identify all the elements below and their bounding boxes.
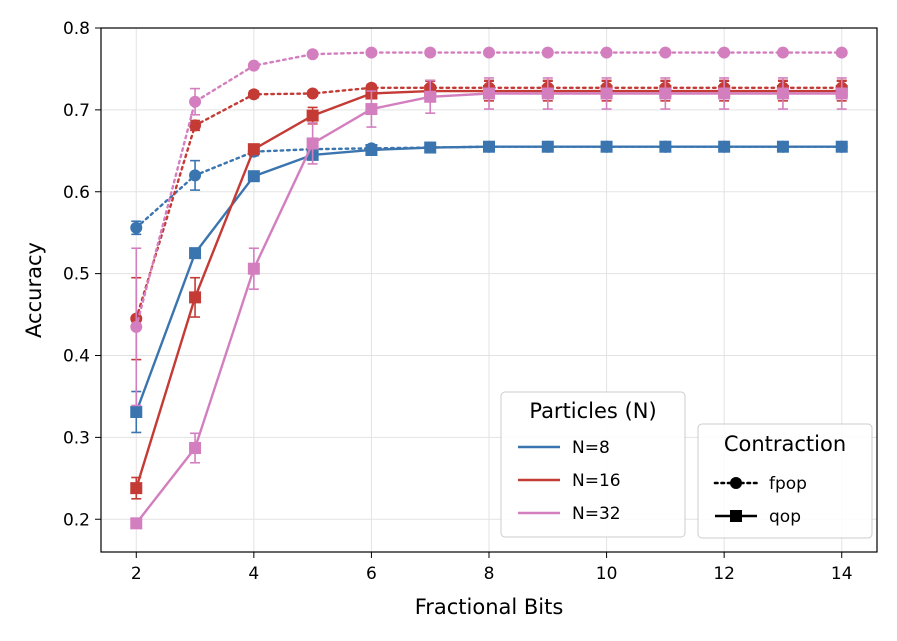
data-point	[130, 221, 143, 234]
data-point	[835, 140, 848, 153]
data-point	[130, 517, 143, 530]
legend-label: fpop	[769, 474, 807, 494]
y-tick-label: 0.5	[63, 265, 90, 285]
y-tick-label: 0.8	[63, 19, 90, 39]
data-point	[424, 141, 437, 154]
data-point	[835, 46, 848, 59]
data-point	[306, 87, 319, 100]
series-n32-fpop	[130, 46, 848, 407]
legend-particles-entries: N=8 N=16 N=32	[518, 438, 621, 524]
data-point	[306, 109, 319, 122]
legend-entry-n8: N=8	[518, 438, 610, 458]
data-point	[365, 46, 378, 59]
series-layer	[130, 46, 848, 530]
data-point	[189, 119, 202, 132]
data-point	[306, 48, 319, 61]
data-point	[659, 46, 672, 59]
data-point	[835, 87, 848, 100]
legend-particles-frame	[500, 391, 686, 538]
legend-contraction-entries: fpop qop	[713, 474, 807, 527]
x-tick-label: 12	[713, 564, 735, 584]
data-point	[189, 291, 202, 304]
data-point	[541, 87, 554, 100]
data-point	[189, 247, 202, 260]
data-point	[659, 87, 672, 100]
data-point	[247, 170, 260, 183]
x-tick-label: 8	[484, 564, 495, 584]
legend-contraction-title: Contraction	[724, 432, 846, 456]
data-point	[776, 140, 789, 153]
y-tick-label: 0.2	[63, 510, 90, 530]
legend-label: qop	[769, 507, 801, 527]
data-point	[776, 46, 789, 59]
x-tick-label: 10	[596, 564, 618, 584]
data-point	[483, 46, 495, 59]
data-point	[483, 140, 495, 153]
data-point	[718, 140, 731, 153]
legend-particles-title: Particles (N)	[529, 399, 656, 423]
data-point	[306, 137, 319, 150]
legend-label: N=16	[572, 471, 621, 491]
y-axis-label: Accuracy	[22, 242, 46, 338]
x-tick-label: 6	[366, 564, 377, 584]
legend-entry-n32: N=32	[518, 504, 621, 524]
data-point	[776, 87, 789, 100]
y-tick-label: 0.3	[63, 428, 90, 448]
data-point	[541, 46, 554, 59]
data-point	[483, 87, 495, 100]
data-point	[189, 442, 202, 455]
x-tick-label: 4	[248, 564, 259, 584]
data-point	[600, 46, 613, 59]
data-point	[247, 262, 260, 275]
x-tick-label: 2	[131, 564, 142, 584]
data-point	[718, 46, 731, 59]
legend-contraction: Contraction fpop qop	[697, 423, 873, 539]
series-n32-qop	[130, 77, 848, 530]
data-point	[600, 140, 613, 153]
data-point	[718, 87, 731, 100]
data-point	[600, 87, 613, 100]
data-point	[130, 320, 143, 333]
legend-swatch-marker	[730, 477, 742, 489]
y-tick-label: 0.7	[63, 101, 90, 121]
data-point	[189, 169, 202, 182]
legend-label: N=32	[572, 504, 621, 524]
data-point	[130, 405, 143, 418]
x-tick-label: 14	[831, 564, 853, 584]
data-point	[130, 482, 143, 495]
axis-ticks: 2 4 6 8 10 12 14 0.2 0.3 0.4 0.5 0.6 0.7 0.8	[63, 19, 853, 584]
data-point	[424, 90, 437, 103]
data-point	[365, 103, 378, 116]
legend-entry-n16: N=16	[518, 471, 621, 491]
data-point	[424, 46, 437, 59]
data-point	[247, 88, 260, 101]
data-point	[247, 143, 260, 156]
data-point	[189, 95, 202, 108]
legend-swatch-marker	[730, 510, 742, 522]
legend-particles: Particles (N) N=8 N=16 N=32	[500, 391, 686, 538]
y-tick-label: 0.6	[63, 183, 90, 203]
data-point	[365, 143, 378, 156]
legend-entry-qop: qop	[715, 507, 801, 527]
legend-entry-fpop: fpop	[713, 474, 807, 494]
data-point	[247, 59, 260, 72]
data-point	[541, 140, 554, 153]
y-tick-label: 0.4	[63, 347, 90, 367]
data-point	[659, 140, 672, 153]
x-axis-label: Fractional Bits	[415, 595, 564, 619]
legend-label: N=8	[572, 438, 610, 458]
legend-contraction-frame	[697, 423, 873, 539]
